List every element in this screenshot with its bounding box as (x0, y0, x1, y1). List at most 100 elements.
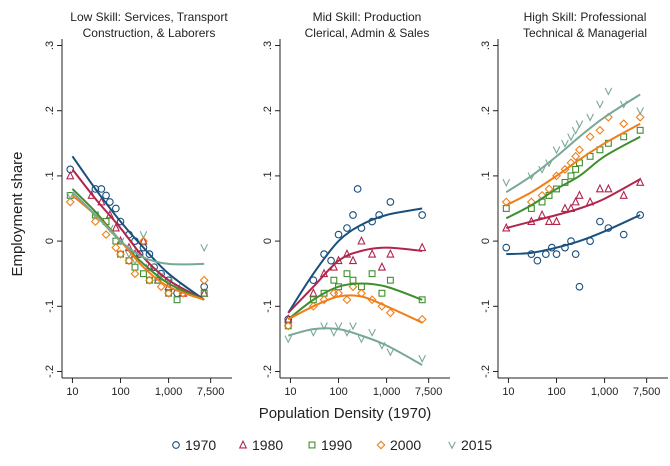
fit-line-1980 (505, 178, 641, 230)
data-point (575, 120, 584, 129)
series-2000 (501, 112, 645, 207)
data-point (418, 296, 426, 304)
y-tick-label: .1 (480, 171, 492, 180)
fit-line-1970 (71, 155, 205, 301)
data-point (386, 198, 395, 206)
legend-marker (308, 441, 316, 449)
legend-item-2015: 2015 (448, 437, 492, 453)
data-point (571, 151, 581, 161)
x-tick-label: 7,500 (415, 386, 443, 398)
x-tick-label: 100 (329, 386, 347, 398)
data-point (343, 270, 351, 278)
data-point (97, 185, 106, 193)
data-point (116, 249, 125, 259)
legend-marker (376, 440, 386, 450)
data-point (385, 308, 395, 318)
data-point (343, 224, 351, 232)
data-point (619, 119, 629, 129)
data-point (552, 216, 561, 225)
data-point (575, 282, 584, 291)
data-point (200, 289, 208, 297)
data-point (560, 203, 570, 212)
data-point (596, 100, 604, 109)
panel-title-line: Mid Skill: Production (313, 10, 422, 24)
data-point (342, 248, 352, 258)
data-point (146, 276, 153, 284)
y-tick-label: .1 (262, 171, 274, 180)
x-tick-label: 10 (66, 386, 78, 398)
data-point (553, 185, 560, 193)
data-point (571, 126, 580, 135)
x-tick-label: 1,000 (373, 386, 401, 398)
fit-line-1990 (505, 135, 641, 220)
data-point (199, 275, 209, 285)
data-point (319, 295, 329, 305)
x-tick-label: 7,500 (633, 386, 661, 398)
data-point (342, 295, 352, 305)
panel-2: Mid Skill: Production Clerical, Admin & S… (262, 10, 450, 398)
data-point (91, 185, 100, 193)
data-point (348, 282, 358, 292)
fit-line-1970 (506, 214, 641, 256)
data-point (353, 185, 362, 193)
data-point (357, 335, 366, 344)
data-point (334, 230, 343, 239)
panel-1: Low Skill: Services, Transport Constructi… (44, 10, 232, 398)
data-point (574, 145, 584, 155)
data-point (635, 177, 645, 186)
data-point (330, 328, 338, 337)
data-point (330, 276, 338, 284)
y-tick-label: -.1 (44, 300, 56, 313)
x-tick-label: 100 (111, 386, 129, 398)
data-point (156, 282, 166, 292)
data-point (386, 248, 395, 258)
data-point (595, 183, 605, 193)
y-tick-label: .3 (480, 41, 492, 50)
data-point (111, 222, 121, 232)
data-point (368, 328, 376, 337)
y-tick-label: .1 (44, 171, 56, 180)
panel-title-line: High Skill: Professional (524, 10, 647, 24)
data-point (572, 165, 580, 173)
fit-line-2015 (287, 327, 423, 366)
y-tick-label: .2 (262, 106, 274, 115)
data-point (604, 183, 613, 193)
series-1970 (502, 211, 645, 291)
data-point (561, 243, 569, 252)
y-tick-label: .3 (44, 41, 56, 50)
data-point (571, 196, 580, 206)
legend-item-1990: 1990 (308, 437, 352, 453)
data-point (636, 126, 644, 134)
x-tick-label: 7,500 (197, 386, 225, 398)
data-point (283, 321, 293, 331)
fit-line-1990 (287, 282, 423, 321)
data-point (111, 243, 121, 253)
data-point (145, 250, 154, 258)
panel-title-line: Construction, & Laborers (83, 26, 216, 40)
legend-item-1980: 1980 (238, 437, 283, 453)
y-tick-label: 0 (44, 238, 56, 244)
data-point (309, 328, 318, 337)
data-point (349, 322, 357, 331)
data-point (309, 288, 318, 297)
data-point (124, 256, 134, 266)
y-tick-label: 0 (480, 238, 492, 244)
data-point (284, 335, 293, 344)
data-point (66, 170, 75, 180)
data-point (357, 235, 366, 245)
legend-item-2000: 2000 (376, 437, 421, 453)
data-point (501, 197, 511, 207)
data-point (386, 276, 394, 284)
data-point (502, 243, 511, 252)
legend-item-1970: 1970 (172, 437, 216, 453)
data-point (90, 217, 100, 227)
y-tick-label: -.2 (480, 365, 492, 378)
data-point (619, 230, 628, 239)
data-point (561, 139, 569, 148)
y-tick-label: .3 (262, 41, 274, 50)
series-2015 (284, 322, 426, 363)
data-point (106, 198, 114, 206)
x-axis-title: Population Density (1970) (259, 405, 432, 422)
data-point (368, 270, 376, 278)
data-point (417, 314, 427, 324)
